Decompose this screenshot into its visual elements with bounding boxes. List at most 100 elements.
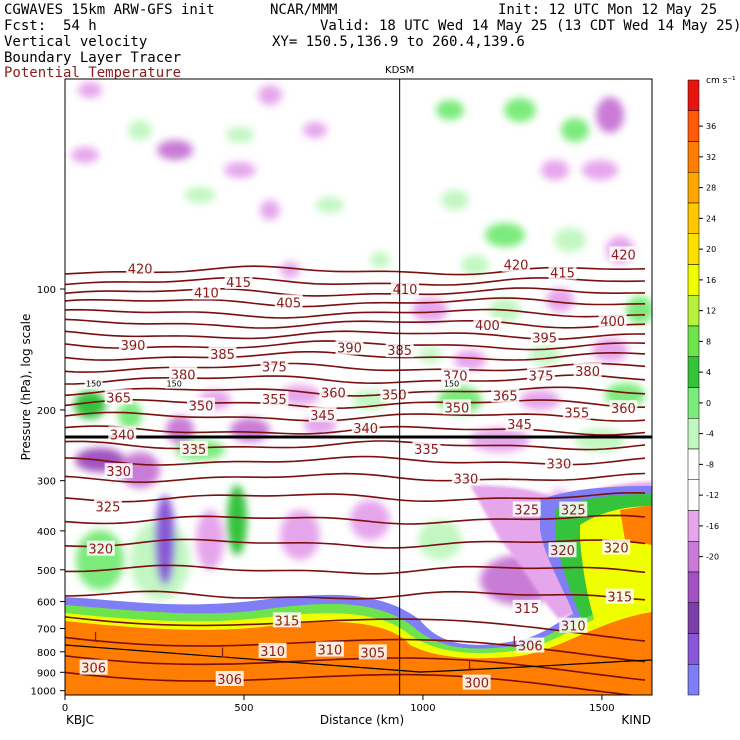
contour-label: 345 bbox=[310, 409, 335, 424]
colorbar-tick-label: -4 bbox=[706, 430, 714, 439]
contour-label-bg bbox=[512, 501, 541, 517]
contour-label-bg bbox=[442, 378, 461, 389]
contour-label: 335 bbox=[181, 443, 206, 458]
contour-label: 305 bbox=[360, 646, 385, 661]
contour-label: 315 bbox=[514, 602, 539, 617]
contour-label: 310 bbox=[561, 620, 586, 635]
contour-label: 320 bbox=[88, 543, 113, 558]
contour-label-bg bbox=[441, 367, 470, 383]
x-tick-label: 1500 bbox=[589, 703, 614, 714]
contour-label: 405 bbox=[276, 296, 301, 311]
colorbar-cell bbox=[687, 325, 700, 357]
colorbar-cell bbox=[687, 295, 700, 327]
x-axis: 0 500 1000 1500 bbox=[62, 695, 615, 714]
contour-label: 380 bbox=[575, 365, 600, 380]
contour-label: 360 bbox=[321, 387, 346, 402]
cross-section-coordinates: XY= 150.5,136.9 to 260.4,139.6 bbox=[272, 34, 525, 50]
contour-label: 360 bbox=[611, 402, 636, 417]
contour-label-bg bbox=[609, 400, 638, 416]
colorbar-cell bbox=[687, 571, 700, 603]
theta-contour bbox=[65, 351, 646, 361]
y-tick-label: 100 bbox=[37, 285, 56, 296]
fcst-label: Fcst: bbox=[4, 18, 47, 34]
theta-contour bbox=[65, 265, 646, 276]
colorbar-cell bbox=[687, 602, 700, 634]
y-tick-label: 700 bbox=[37, 624, 56, 635]
contour-label: 150 bbox=[444, 380, 459, 389]
contour-label: 330 bbox=[453, 472, 478, 487]
theta-contour bbox=[65, 472, 646, 484]
contour-label-bg bbox=[391, 281, 420, 297]
contour-label: 300 bbox=[464, 677, 489, 692]
contour-label-bg bbox=[605, 588, 634, 604]
contour-label: 415 bbox=[550, 267, 575, 282]
theta-contour bbox=[65, 655, 646, 681]
init-time: Init: 12 UTC Mon 12 May 25 bbox=[498, 2, 718, 18]
theta-contour bbox=[65, 440, 646, 451]
colorbar-cell bbox=[687, 110, 700, 142]
colorbar-cell bbox=[687, 664, 700, 696]
colorbar-cell bbox=[687, 79, 700, 111]
contour-label-bg bbox=[126, 260, 155, 276]
contour-label: 350 bbox=[445, 401, 470, 416]
contour-label-bg bbox=[86, 540, 115, 556]
theta-contour bbox=[65, 276, 646, 286]
contour-label: 365 bbox=[106, 391, 131, 406]
colorbar-tick-label: 20 bbox=[706, 245, 716, 254]
contour-label: 410 bbox=[393, 283, 418, 298]
kdsm-label: KDSM bbox=[385, 65, 414, 76]
contour-label: 310 bbox=[317, 644, 342, 659]
contour-label-bg bbox=[260, 358, 289, 374]
contour-label: 150 bbox=[167, 380, 182, 389]
contour-label-bg bbox=[548, 542, 577, 558]
contour-label-bg bbox=[224, 273, 253, 289]
colorbar-cell bbox=[687, 387, 700, 419]
contour-label-bg bbox=[260, 391, 289, 407]
contour-label-bg bbox=[602, 539, 631, 555]
contour-label: 350 bbox=[189, 400, 214, 415]
colorbar-tick-label: -8 bbox=[706, 460, 714, 469]
contour-label-bg bbox=[544, 455, 573, 471]
colorbar-tick-label: 12 bbox=[706, 307, 716, 316]
theta-contour bbox=[65, 671, 637, 695]
theta-contour bbox=[65, 636, 646, 663]
colorbar-tick-label: 28 bbox=[706, 184, 716, 193]
contour-label-bg bbox=[530, 329, 559, 345]
contour-label-bg bbox=[274, 294, 303, 310]
field-vertical-velocity: Vertical velocity bbox=[4, 34, 148, 50]
contour-label: 420 bbox=[611, 248, 636, 263]
contour-label-bg bbox=[192, 284, 221, 300]
contour-label: 330 bbox=[106, 465, 131, 480]
fcst-value: 54 h bbox=[63, 18, 97, 34]
contour-label-bg bbox=[319, 384, 348, 400]
valid-time: Valid: 18 UTC Wed 14 May 25 (13 CDT Wed … bbox=[320, 18, 740, 34]
theta-contour bbox=[65, 318, 646, 329]
theta-contour bbox=[65, 386, 646, 397]
contour-label: 400 bbox=[475, 319, 500, 334]
terrain-line bbox=[65, 644, 652, 673]
y-axis-title: Pressure (hPa), log scale bbox=[19, 314, 33, 461]
colorbar-tick-label: -16 bbox=[706, 522, 719, 531]
low-marker: L bbox=[221, 646, 229, 661]
contour-label: 420 bbox=[504, 259, 529, 274]
contour-label-bg bbox=[108, 426, 137, 442]
y-tick-label: 600 bbox=[37, 598, 56, 609]
contour-label-bg bbox=[84, 378, 103, 389]
contour-label: 410 bbox=[194, 286, 219, 301]
contour-label-bg bbox=[501, 256, 530, 272]
contour-label: 315 bbox=[275, 614, 300, 629]
contour-label-bg bbox=[512, 599, 541, 615]
plot-area: 420 410 415 405 410 420 415 420 400 395 400 390 380 3… bbox=[65, 79, 652, 695]
theta-contour bbox=[65, 616, 646, 642]
contour-label: 325 bbox=[514, 504, 539, 519]
contour-label: 330 bbox=[547, 458, 572, 473]
contour-label: 385 bbox=[210, 348, 235, 363]
right-station-label: KIND bbox=[621, 713, 651, 727]
contour-label-bg bbox=[442, 399, 471, 415]
colorbar-tick-label: -12 bbox=[706, 491, 719, 500]
contour-label-bg bbox=[272, 612, 301, 628]
colorbar-tick-label: 16 bbox=[706, 276, 716, 285]
contour-label-bg bbox=[169, 366, 198, 382]
contour-label: 355 bbox=[262, 393, 287, 408]
